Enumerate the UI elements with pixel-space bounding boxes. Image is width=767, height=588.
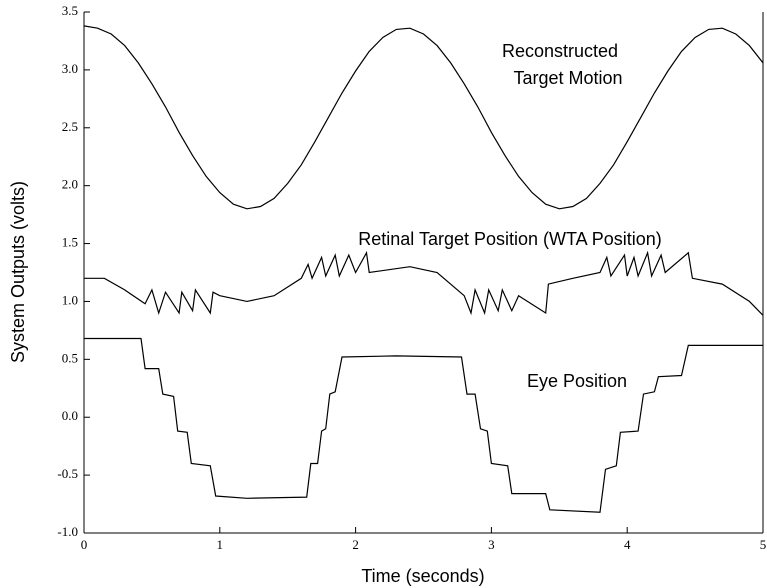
x-tick-label: 1 bbox=[217, 537, 224, 552]
y-tick-label: 0.5 bbox=[62, 350, 78, 365]
data-line bbox=[84, 250, 764, 316]
annotation: Target Motion bbox=[513, 68, 622, 88]
data-line bbox=[83, 25, 764, 210]
annotation: Eye Position bbox=[527, 371, 627, 391]
x-tick-label: 2 bbox=[352, 537, 359, 552]
annotation: Reconstructed bbox=[502, 41, 618, 61]
y-tick-label: 1.5 bbox=[62, 235, 78, 250]
y-tick-label: 1.0 bbox=[62, 292, 78, 307]
x-axis-label: Time (seconds) bbox=[361, 566, 484, 586]
x-tick-label: 0 bbox=[81, 537, 88, 552]
x-tick-label: 4 bbox=[624, 537, 631, 552]
y-tick-label: 0.0 bbox=[62, 408, 78, 423]
y-tick-label: -0.5 bbox=[57, 466, 78, 481]
annotation: Retinal Target Position (WTA Position) bbox=[358, 229, 661, 249]
y-axis-label: System Outputs (volts) bbox=[8, 181, 28, 363]
x-tick-label: 3 bbox=[488, 537, 495, 552]
data-line bbox=[84, 337, 763, 513]
x-tick-label: 5 bbox=[760, 537, 767, 552]
y-tick-label: 3.5 bbox=[62, 3, 78, 18]
y-tick-label: 2.0 bbox=[62, 177, 78, 192]
y-tick-label: 2.5 bbox=[62, 119, 78, 134]
y-tick-label: -1.0 bbox=[57, 524, 78, 539]
y-tick-label: 3.0 bbox=[62, 61, 78, 76]
